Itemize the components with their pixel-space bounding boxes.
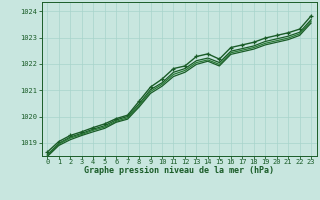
X-axis label: Graphe pression niveau de la mer (hPa): Graphe pression niveau de la mer (hPa) [84,166,274,175]
